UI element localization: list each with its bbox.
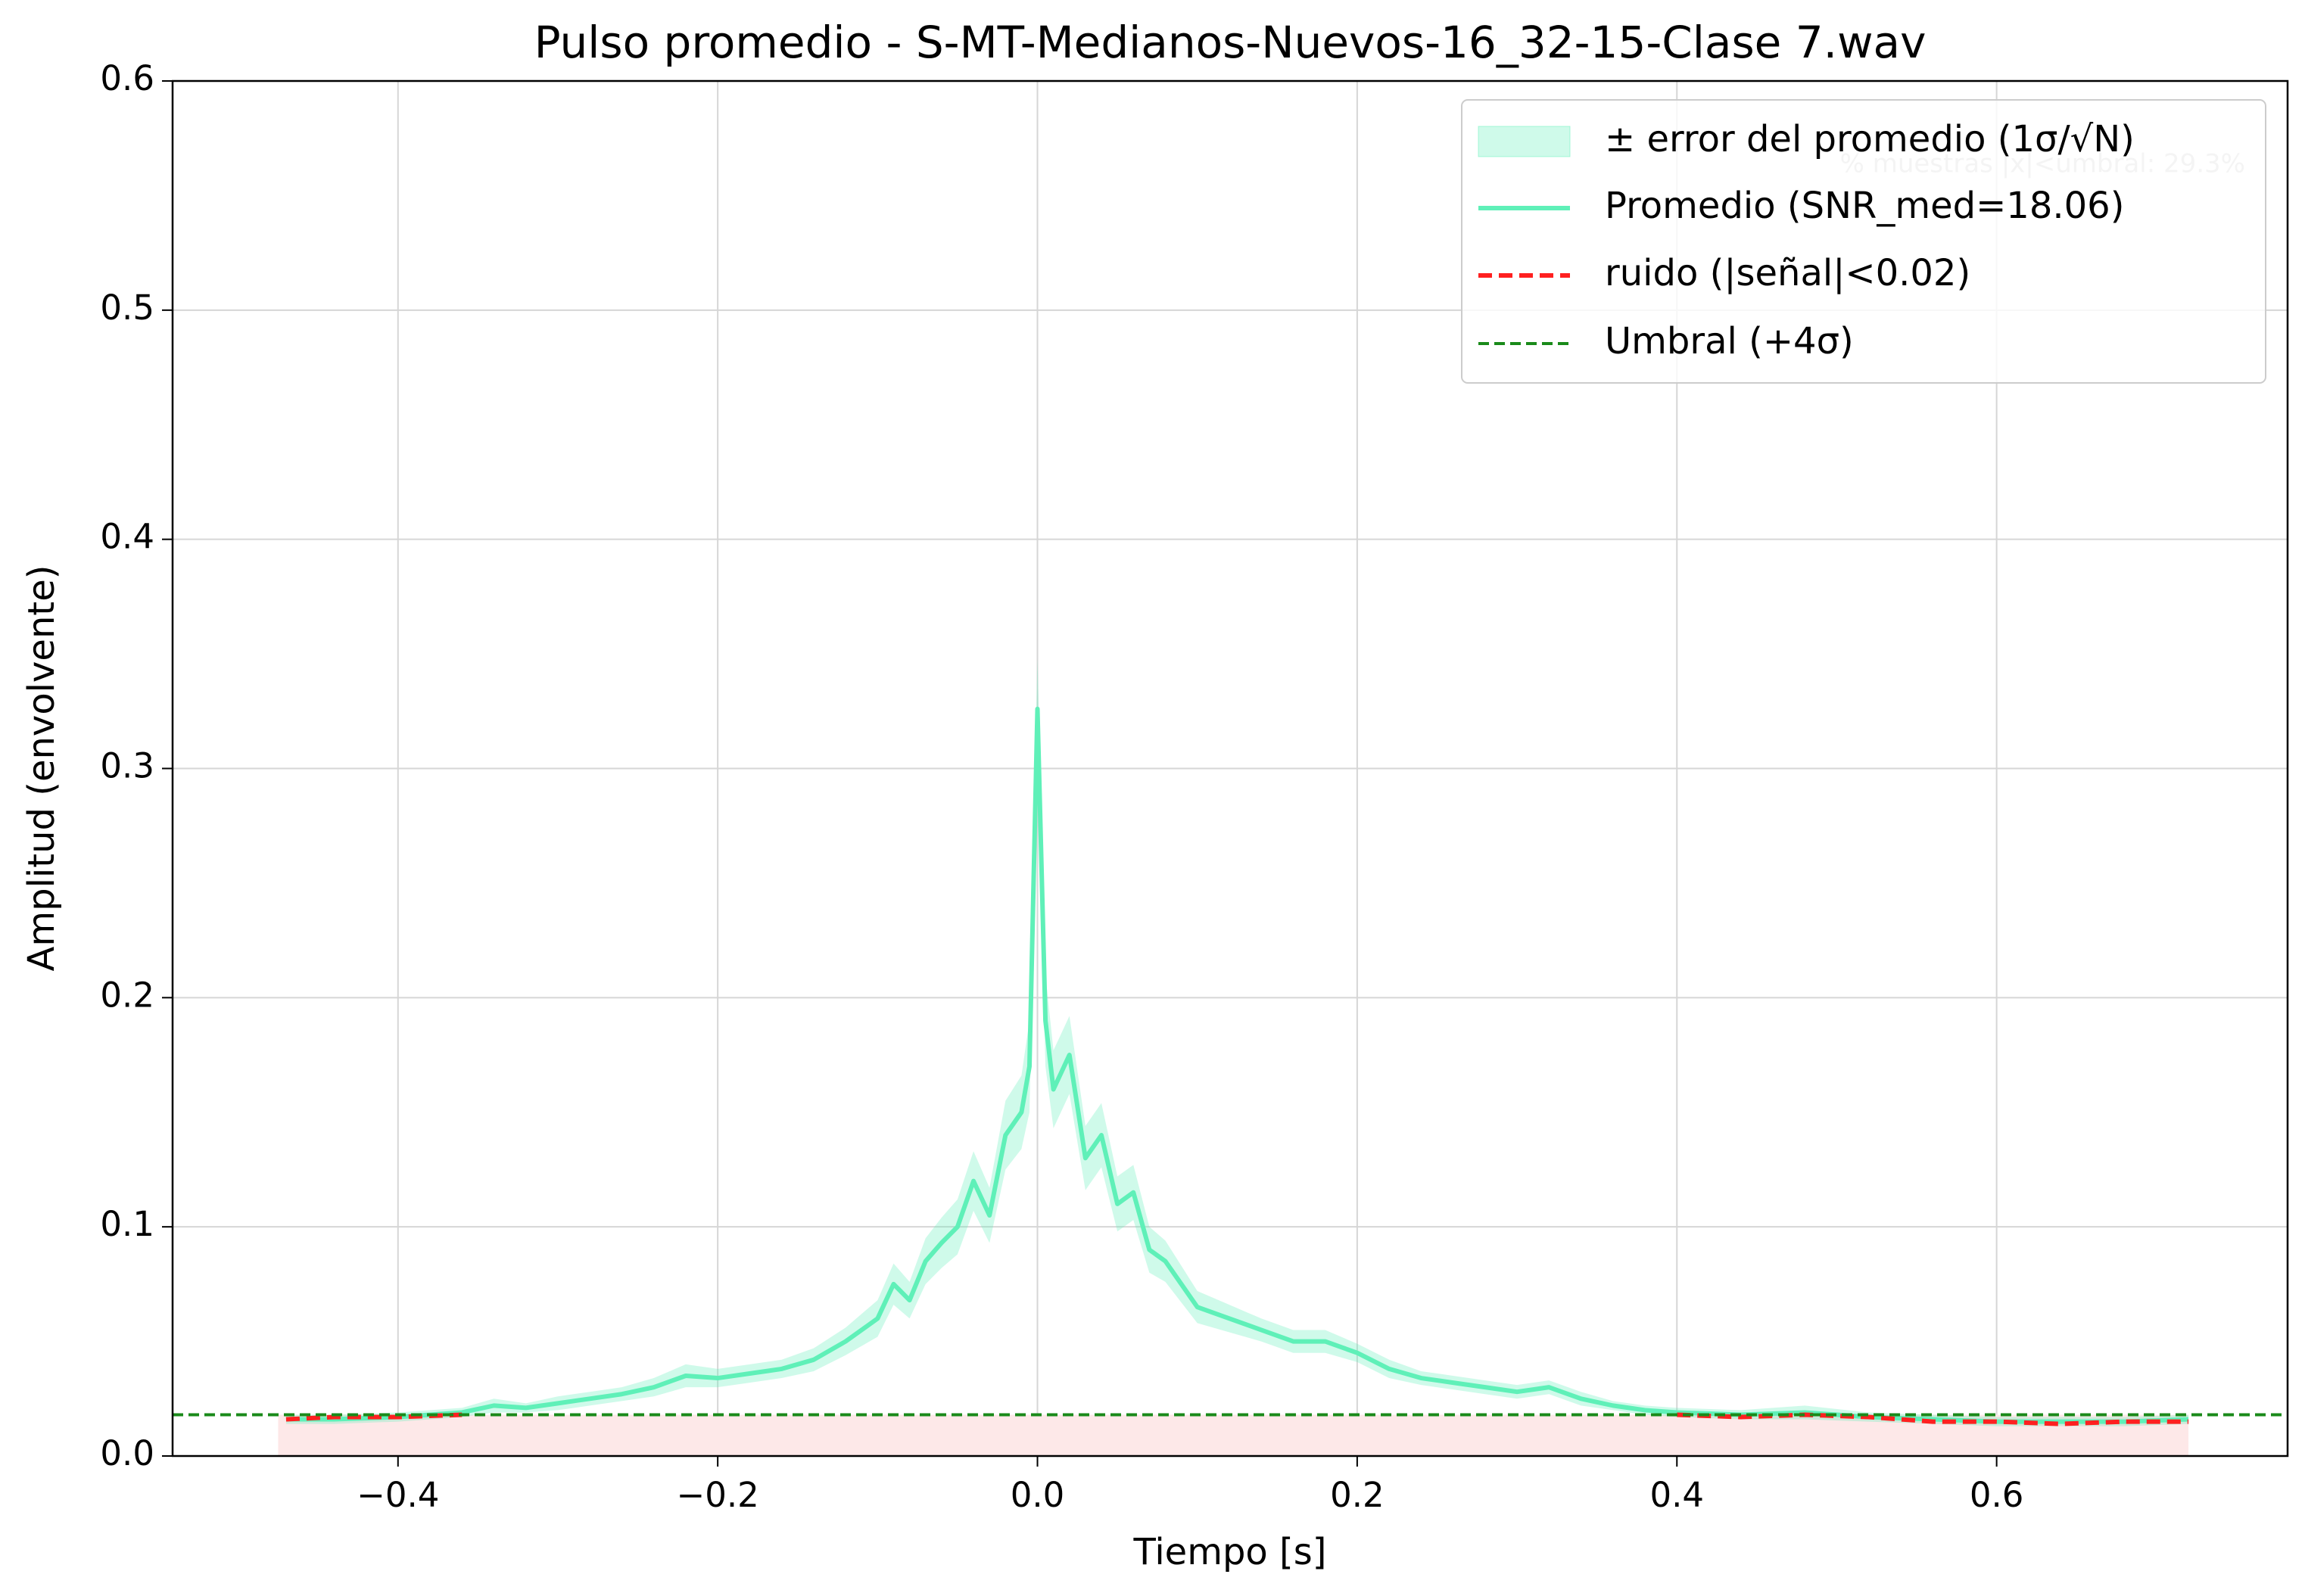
y-tick-label: 0.3 [100, 746, 154, 786]
y-tick-label: 0.1 [100, 1204, 154, 1244]
y-tick-label: 0.0 [100, 1433, 154, 1473]
error-band [285, 658, 2189, 1426]
y-tick-label: 0.4 [100, 517, 154, 557]
legend-label: Promedio (SNR_med=18.06) [1605, 185, 2124, 227]
y-tick-label: 0.5 [100, 288, 154, 328]
x-tick-label: 0.4 [1649, 1475, 1704, 1515]
x-axis-label: Tiempo [s] [1132, 1531, 1326, 1573]
x-tick-label: 0.2 [1330, 1475, 1385, 1515]
x-tick-label: 0.0 [1011, 1475, 1065, 1515]
noise-span [278, 1414, 2189, 1456]
legend-label: ± error del promedio (1σ/√N) [1605, 118, 2135, 160]
legend-label: ruido (|señal|<0.02) [1605, 252, 1970, 294]
series-line [285, 706, 2189, 1424]
x-tick-label: −0.4 [357, 1475, 439, 1515]
y-axis-label: Amplitud (envolvente) [20, 565, 63, 972]
y-tick-label: 0.2 [100, 975, 154, 1015]
x-tick-label: −0.2 [677, 1475, 759, 1515]
legend-label: Umbral (+4σ) [1605, 320, 1854, 362]
y-tick-label: 0.6 [100, 58, 154, 98]
x-tick-label: 0.6 [1970, 1475, 2024, 1515]
chart-title: Pulso promedio - S-MT-Medianos-Nuevos-16… [534, 17, 1927, 68]
legend-box [1461, 99, 2266, 384]
legend-swatch [1478, 126, 1571, 157]
plot-frame [171, 79, 2289, 1458]
